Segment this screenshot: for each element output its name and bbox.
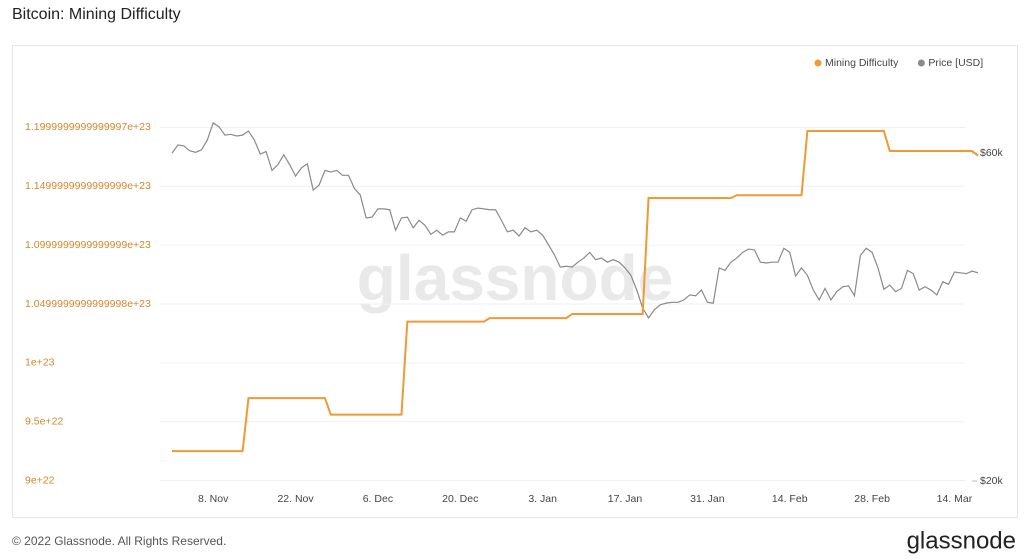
x-tick-label: 31. Jan bbox=[690, 493, 725, 505]
y2-tick-label: $20k bbox=[980, 475, 1004, 487]
legend-marker bbox=[814, 59, 822, 67]
legend-label: Mining Difficulty bbox=[825, 57, 899, 69]
x-tick-label: 14. Mar bbox=[937, 493, 973, 505]
x-tick-label: 22. Nov bbox=[277, 493, 314, 505]
chart-frame bbox=[12, 45, 1018, 518]
y-tick-label: 1.0499999999999998e+23 bbox=[25, 298, 151, 310]
x-tick-label: 3. Jan bbox=[528, 493, 557, 505]
chart-title: Bitcoin: Mining Difficulty bbox=[12, 6, 181, 23]
x-tick-label: 8. Nov bbox=[198, 493, 229, 505]
x-tick-label: 17. Jan bbox=[608, 493, 643, 505]
copyright: © 2022 Glassnode. All Rights Reserved. bbox=[12, 534, 226, 548]
y-tick-label: 9.5e+22 bbox=[25, 416, 63, 428]
logo: glassnode bbox=[907, 527, 1016, 554]
watermark: glassnode bbox=[357, 242, 674, 314]
y-tick-label: 1e+23 bbox=[25, 357, 55, 369]
y-tick-label: 1.0999999999999999e+23 bbox=[25, 239, 151, 251]
x-tick-label: 14. Feb bbox=[772, 493, 808, 505]
series-line bbox=[172, 129, 979, 453]
legend-label: Price [USD] bbox=[928, 57, 983, 69]
y-tick-label: 1.1999999999999997e+23 bbox=[25, 121, 151, 133]
series-line bbox=[171, 121, 979, 319]
y-tick-label: 1.1499999999999999e+23 bbox=[25, 180, 151, 192]
y2-tick-label: $60k bbox=[980, 147, 1004, 159]
legend-marker bbox=[917, 59, 925, 67]
x-tick-label: 28. Feb bbox=[854, 493, 890, 505]
y-tick-label: 9e+22 bbox=[25, 474, 55, 486]
x-tick-label: 20. Dec bbox=[442, 493, 478, 505]
x-tick-label: 6. Dec bbox=[363, 493, 393, 505]
